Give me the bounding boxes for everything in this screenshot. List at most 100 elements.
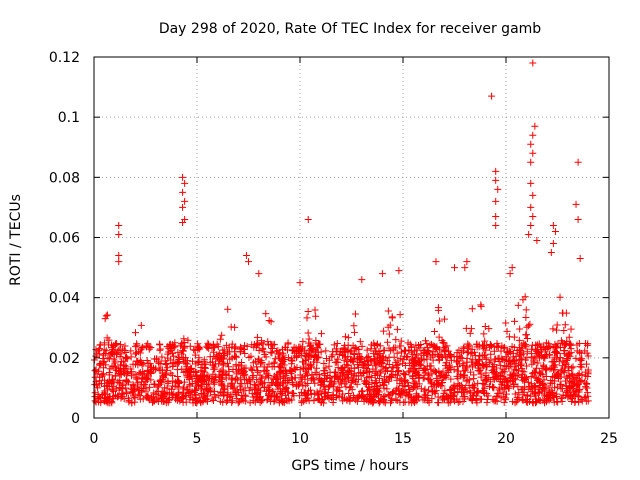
- data-point: [522, 331, 530, 339]
- data-point: [454, 357, 462, 365]
- data-point: [314, 354, 322, 362]
- data-point: [382, 363, 390, 371]
- data-point: [201, 376, 209, 384]
- data-point: [438, 370, 446, 378]
- data-point: [204, 379, 212, 387]
- data-point: [508, 343, 516, 351]
- data-point: [459, 393, 467, 401]
- data-point: [311, 379, 319, 387]
- data-point: [438, 352, 446, 360]
- data-point: [519, 376, 527, 384]
- data-point: [304, 350, 312, 358]
- data-point: [292, 382, 300, 390]
- data-point: [169, 382, 177, 390]
- data-point: [110, 378, 118, 386]
- data-point: [413, 397, 421, 405]
- data-point: [439, 396, 447, 404]
- data-point: [268, 392, 276, 400]
- data-point: [173, 383, 181, 391]
- data-point: [387, 397, 395, 405]
- data-point: [282, 384, 290, 392]
- y-axis-label: ROTI / TECUs: [8, 194, 24, 286]
- data-point: [374, 371, 382, 379]
- data-point: [255, 270, 263, 278]
- data-point: [306, 361, 314, 369]
- data-point: [282, 372, 290, 380]
- data-point: [181, 197, 189, 205]
- data-point: [582, 339, 590, 347]
- data-point: [247, 352, 255, 360]
- data-point: [208, 395, 216, 403]
- data-point: [143, 393, 151, 401]
- data-point: [383, 385, 391, 393]
- data-point: [562, 382, 570, 390]
- data-point: [574, 371, 582, 379]
- data-point: [565, 333, 573, 341]
- data-point: [567, 325, 575, 333]
- data-point: [456, 372, 464, 380]
- data-point: [162, 361, 170, 369]
- data-point: [264, 338, 272, 346]
- data-point: [96, 341, 104, 349]
- data-point: [358, 342, 366, 350]
- data-point: [278, 345, 286, 353]
- data-point: [113, 339, 121, 347]
- data-point: [407, 393, 415, 401]
- data-point: [114, 346, 122, 354]
- data-point: [280, 361, 288, 369]
- data-point: [193, 372, 201, 380]
- data-point: [531, 122, 539, 130]
- data-point: [557, 394, 565, 402]
- data-point: [216, 397, 224, 405]
- data-point: [112, 384, 120, 392]
- data-point: [493, 392, 501, 400]
- data-point: [103, 311, 111, 319]
- data-point: [472, 392, 480, 400]
- data-point: [108, 386, 116, 394]
- data-point: [434, 393, 442, 401]
- data-point: [573, 341, 581, 349]
- data-point: [144, 372, 152, 380]
- data-point: [122, 354, 130, 362]
- data-point: [239, 387, 247, 395]
- data-point: [546, 365, 554, 373]
- data-point: [153, 396, 161, 404]
- data-point: [120, 395, 128, 403]
- data-point: [365, 380, 373, 388]
- data-point: [291, 374, 299, 382]
- data-point: [535, 378, 543, 386]
- data-point: [116, 376, 124, 384]
- data-point: [468, 345, 476, 353]
- data-point: [356, 353, 364, 361]
- data-point: [190, 367, 198, 375]
- data-point: [516, 325, 524, 333]
- data-point: [321, 388, 329, 396]
- data-point: [254, 367, 262, 375]
- data-point: [180, 383, 188, 391]
- data-point: [379, 393, 387, 401]
- data-point: [200, 358, 208, 366]
- chart-title: Day 298 of 2020, Rate Of TEC Index for r…: [159, 21, 541, 37]
- data-point: [460, 343, 468, 351]
- data-point: [542, 339, 550, 347]
- data-point: [310, 358, 318, 366]
- data-point: [353, 380, 361, 388]
- data-point: [549, 325, 557, 333]
- data-point: [131, 329, 139, 337]
- data-point: [109, 395, 117, 403]
- data-point: [284, 379, 292, 387]
- data-point: [393, 349, 401, 357]
- data-point: [129, 389, 137, 397]
- data-point: [407, 394, 415, 402]
- data-point: [325, 362, 333, 370]
- data-point: [353, 345, 361, 353]
- data-point: [492, 212, 500, 220]
- data-point: [264, 374, 272, 382]
- data-point: [163, 384, 171, 392]
- data-point: [115, 258, 123, 266]
- data-point: [232, 391, 240, 399]
- data-point: [320, 359, 328, 367]
- data-point: [333, 385, 341, 393]
- data-point: [482, 369, 490, 377]
- data-point: [529, 131, 537, 139]
